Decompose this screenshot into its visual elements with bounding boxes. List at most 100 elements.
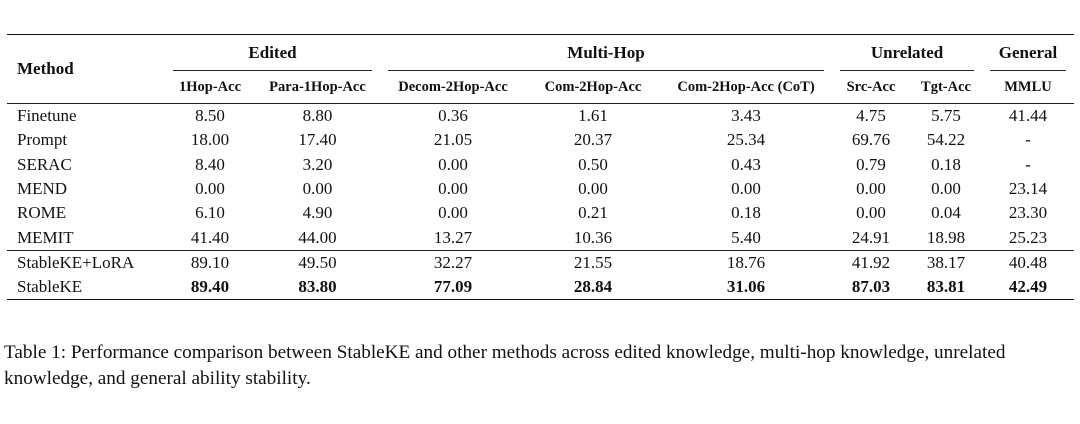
group-header-unrelated: Unrelated xyxy=(832,35,982,71)
value-cell: 21.55 xyxy=(573,252,613,272)
group-label: Edited xyxy=(248,43,297,62)
column-header-mmlu: MMLU xyxy=(1004,78,1052,95)
proposed-rows: StableKE+LoRA 89.10 49.50 32.27 21.55 18.76 41… xyxy=(7,250,1075,300)
value-cell: - xyxy=(1025,130,1031,150)
value-cell: 54.22 xyxy=(926,130,966,150)
group-label: Multi-Hop xyxy=(567,43,645,62)
value-cell: 23.30 xyxy=(1008,203,1048,223)
value-cell: 18.76 xyxy=(726,252,766,272)
table-row: StableKE+LoRA 89.10 49.50 32.27 21.55 18.76 41… xyxy=(7,250,1074,275)
group-header-edited: Edited xyxy=(165,35,380,71)
value-cell: 38.17 xyxy=(926,252,966,272)
value-cell: 3.20 xyxy=(302,154,333,174)
table-row: MEND 0.00 0.00 0.00 0.00 0.00 0.00 0.00 23.14 xyxy=(7,177,1074,201)
value-cell: 69.76 xyxy=(851,130,891,150)
column-header-tgt-acc: Tgt-Acc xyxy=(921,78,971,95)
group-label: Unrelated xyxy=(870,43,944,62)
value-cell: 25.34 xyxy=(726,130,766,150)
value-cell: 21.05 xyxy=(433,130,473,150)
method-cell: ROME xyxy=(17,203,67,223)
value-cell: 25.23 xyxy=(1008,227,1048,247)
value-cell: 13.27 xyxy=(433,227,473,247)
value-cell: 8.80 xyxy=(302,106,333,126)
method-cell: StableKE xyxy=(17,276,83,296)
table-row: Prompt 18.00 17.40 21.05 20.37 25.34 69.76 54.2… xyxy=(7,128,1074,152)
value-cell: 41.44 xyxy=(1008,106,1048,126)
group-header-multi-hop: Multi-Hop xyxy=(380,35,832,71)
value-cell: 8.40 xyxy=(195,154,225,174)
value-cell: 4.90 xyxy=(302,203,333,223)
method-cell: MEND xyxy=(17,179,68,199)
value-cell: 0.00 xyxy=(302,179,333,199)
value-cell: 0.00 xyxy=(438,203,468,223)
value-cell: 0.00 xyxy=(856,179,886,199)
results-table: Method Edited Multi-Hop Unrelated Genera… xyxy=(7,34,1075,300)
column-header-para-1hop-acc: Para-1Hop-Acc xyxy=(269,78,366,95)
value-cell: 41.92 xyxy=(851,252,891,272)
value-cell: 0.50 xyxy=(578,154,608,174)
value-cell: 5.40 xyxy=(731,227,761,247)
method-cell: Finetune xyxy=(17,106,77,126)
value-cell: 28.84 xyxy=(573,276,613,296)
table-caption: Table 1: Performance comparison between … xyxy=(4,342,1006,389)
column-header-src-acc: Src-Acc xyxy=(846,78,896,95)
value-cell: 0.43 xyxy=(731,154,761,174)
value-cell: 10.36 xyxy=(573,227,613,247)
value-cell: 0.00 xyxy=(731,179,761,199)
value-cell: 40.48 xyxy=(1008,252,1048,272)
table-row: MEMIT 41.40 44.00 13.27 10.36 5.40 24.91 18.98 2… xyxy=(7,225,1074,250)
value-cell: 0.79 xyxy=(856,154,886,174)
method-cell: MEMIT xyxy=(17,227,74,247)
value-cell: 18.00 xyxy=(190,130,230,150)
value-cell: 18.98 xyxy=(926,227,966,247)
table-row: ROME 6.10 4.90 0.00 0.21 0.18 0.00 0.04 23.30 xyxy=(7,201,1074,225)
value-cell: 23.14 xyxy=(1008,179,1048,199)
value-cell: 0.00 xyxy=(438,154,468,174)
value-cell: 0.21 xyxy=(578,203,608,223)
value-cell: 4.75 xyxy=(856,106,886,126)
value-cell: 17.40 xyxy=(298,130,337,150)
method-cell: SERAC xyxy=(17,154,72,174)
group-label: General xyxy=(998,43,1058,62)
value-cell: 83.80 xyxy=(298,276,337,296)
value-cell: 0.04 xyxy=(931,203,961,223)
value-cell: 0.00 xyxy=(438,179,468,199)
column-header-com-2hop-acc: Com-2Hop-Acc xyxy=(544,78,642,95)
value-cell: 89.10 xyxy=(190,252,230,272)
value-cell: 0.00 xyxy=(195,179,225,199)
value-cell: 24.91 xyxy=(851,227,891,247)
method-cell: StableKE+LoRA xyxy=(17,252,135,272)
value-cell: 42.49 xyxy=(1008,276,1048,296)
value-cell: 0.00 xyxy=(931,179,961,199)
table-row: Finetune 8.50 8.80 0.36 1.61 3.43 4.75 5.75 41.4… xyxy=(7,104,1074,129)
value-cell: 83.81 xyxy=(926,276,966,296)
value-cell: 3.43 xyxy=(731,106,761,126)
value-cell: 77.09 xyxy=(433,276,473,296)
group-header-general: General xyxy=(982,35,1074,71)
value-cell: 0.00 xyxy=(856,203,886,223)
value-cell: 0.36 xyxy=(438,106,468,126)
value-cell: 87.03 xyxy=(851,276,891,296)
value-cell: 20.37 xyxy=(573,130,613,150)
value-cell: - xyxy=(1025,154,1031,174)
value-cell: 89.40 xyxy=(190,276,230,296)
column-header-decom-2hop-acc: Decom-2Hop-Acc xyxy=(398,78,508,95)
column-header-1hop-acc: 1Hop-Acc xyxy=(178,78,241,95)
value-cell: 8.50 xyxy=(195,106,225,126)
value-cell: 32.27 xyxy=(433,252,473,272)
method-cell: Prompt xyxy=(17,130,68,150)
column-header-row: 1Hop-Acc Para-1Hop-Acc Decom-2Hop-Acc Co… xyxy=(7,71,1075,104)
value-cell: 0.00 xyxy=(578,179,608,199)
table-row: SERAC 8.40 3.20 0.00 0.50 0.43 0.79 0.18 - xyxy=(7,153,1074,177)
method-header: Method xyxy=(17,59,74,78)
value-cell: 0.18 xyxy=(931,154,961,174)
column-header-com-2hop-acc-cot: Com-2Hop-Acc (CoT) xyxy=(677,78,815,95)
value-cell: 1.61 xyxy=(578,106,608,126)
group-header-row: Method Edited Multi-Hop Unrelated Genera… xyxy=(7,35,1074,78)
value-cell: 44.00 xyxy=(298,227,337,247)
value-cell: 31.06 xyxy=(726,276,766,296)
value-cell: 0.18 xyxy=(731,203,761,223)
table-row: StableKE 89.40 83.80 77.09 28.84 31.06 87.03 83… xyxy=(7,275,1074,300)
value-cell: 41.40 xyxy=(190,227,230,247)
value-cell: 6.10 xyxy=(195,203,225,223)
